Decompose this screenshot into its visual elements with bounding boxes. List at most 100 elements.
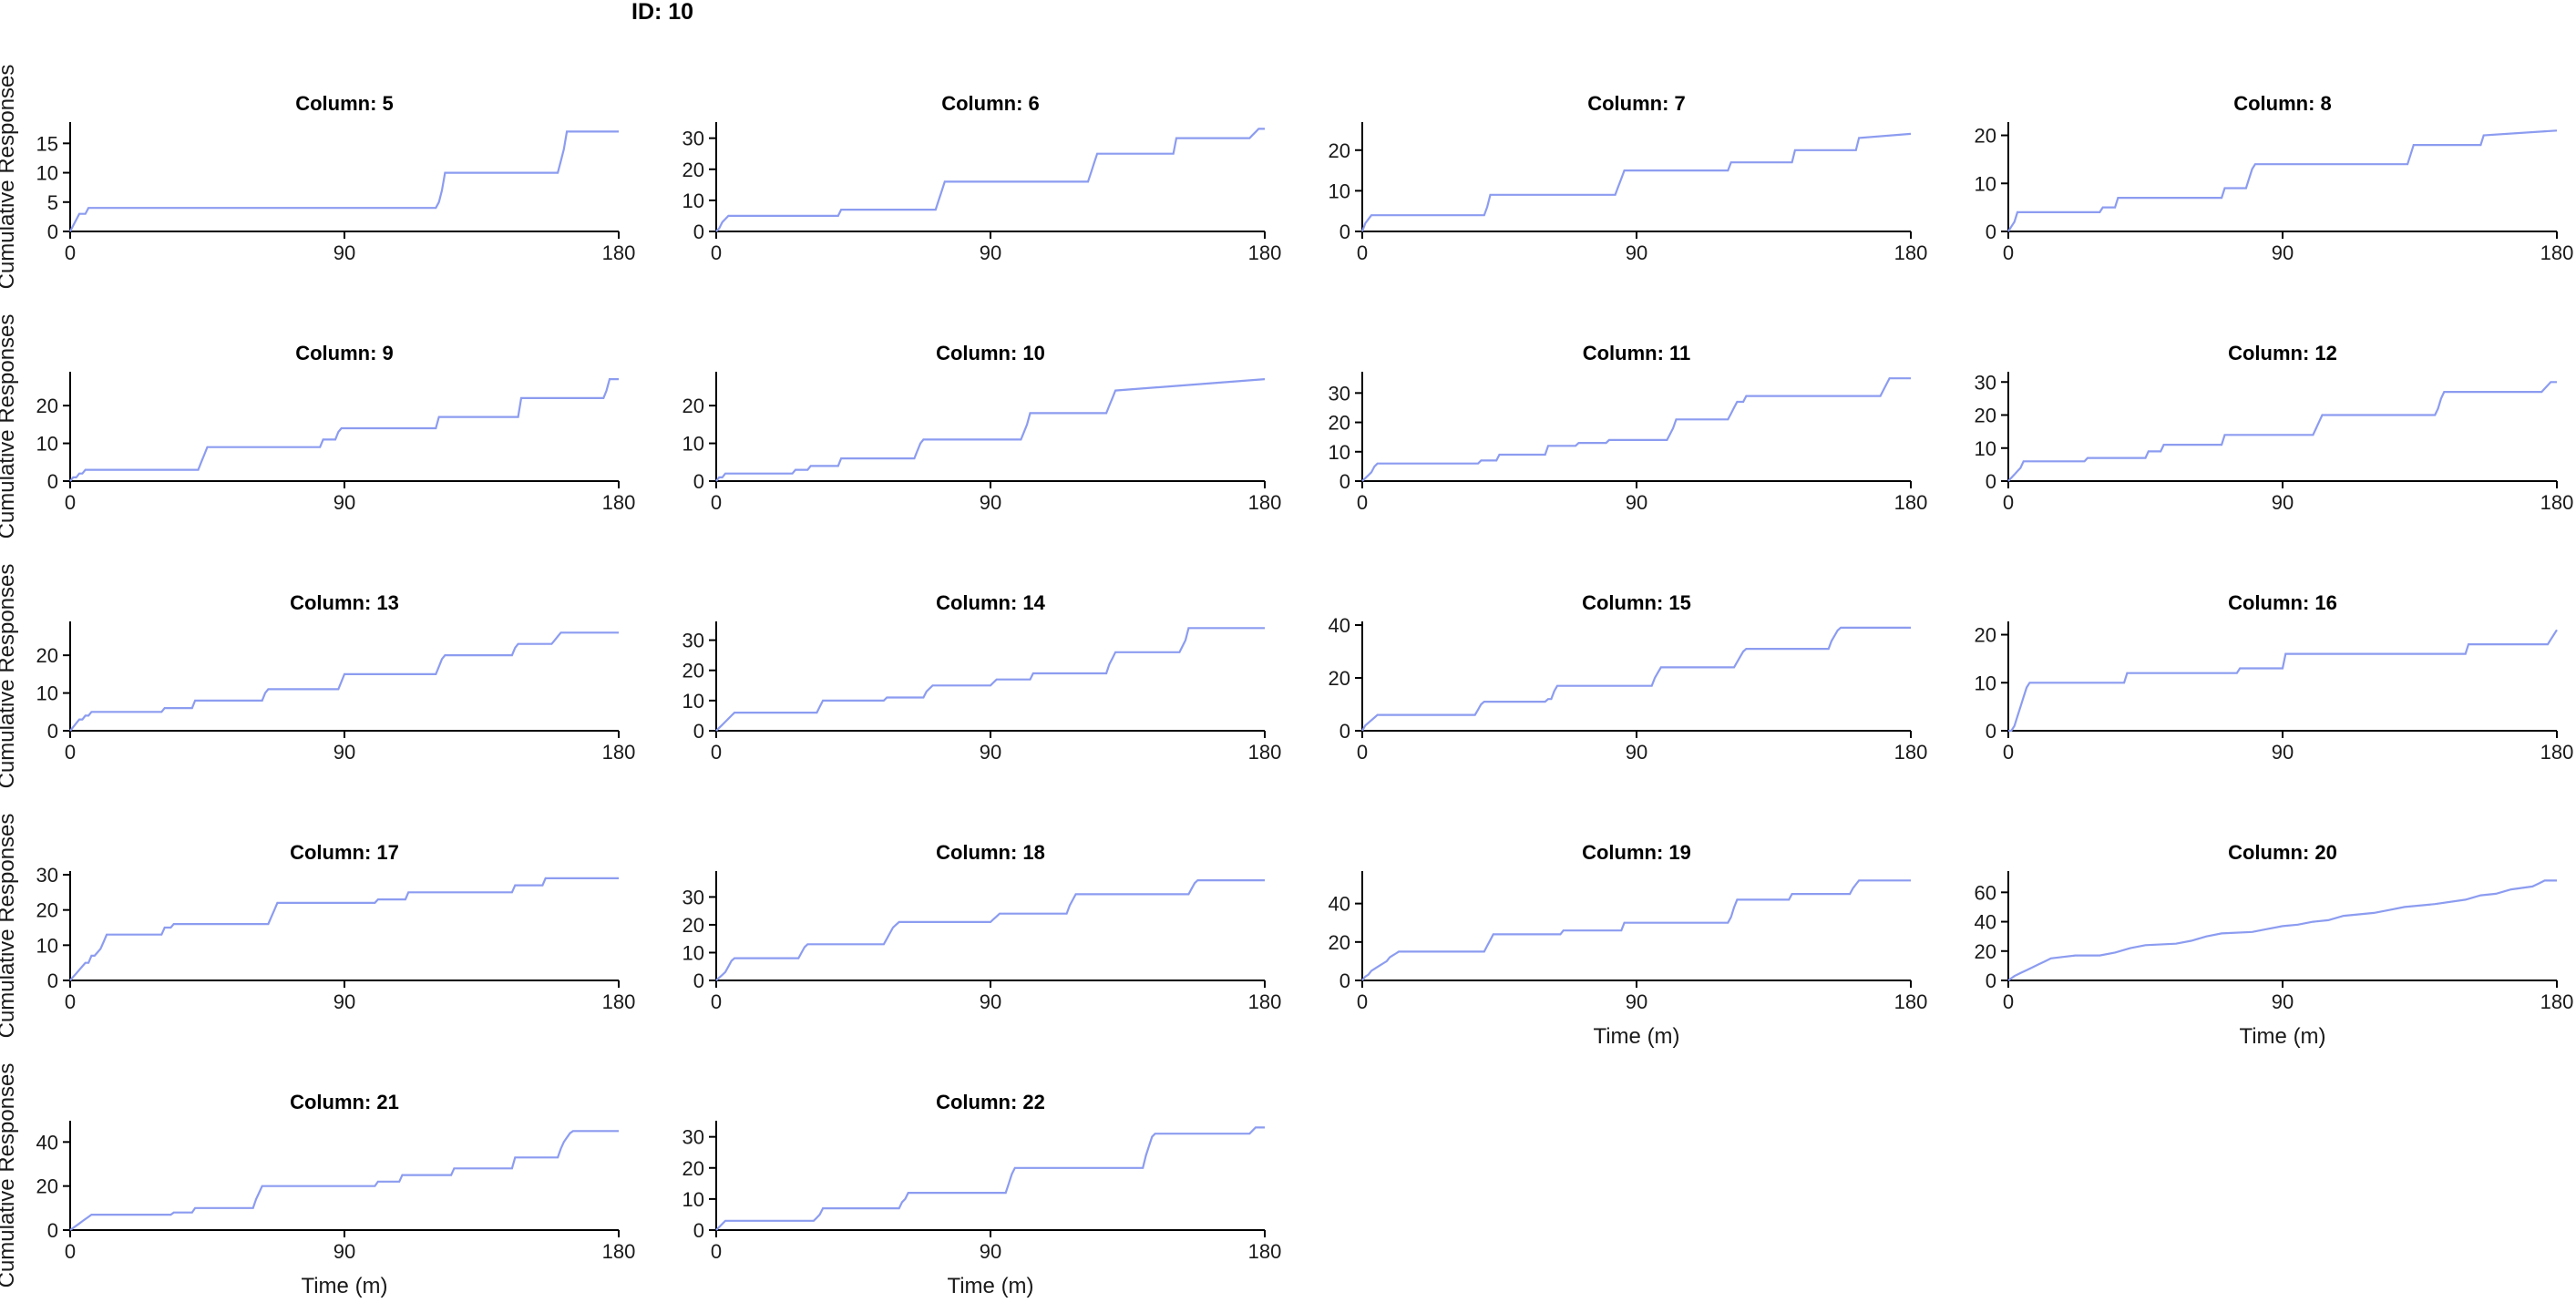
- x-axis-label: Time (m): [1593, 1024, 1679, 1049]
- x-tick-label: 180: [1248, 1240, 1282, 1263]
- x-tick-label: 90: [334, 741, 355, 764]
- x-tick-label: 180: [1894, 741, 1928, 764]
- x-tick-label: 90: [980, 241, 1001, 264]
- y-tick-label: 10: [682, 690, 704, 713]
- x-axis-label: Time (m): [947, 1274, 1033, 1298]
- chart-panel: Column: 9 0 90 180 0 10 20 Cumulative Responses: [0, 314, 635, 539]
- y-tick-label: 20: [682, 914, 704, 937]
- chart-panel: Column: 14 0 90 180 0 10 20 30: [682, 591, 1282, 764]
- y-tick-label: 10: [682, 1188, 704, 1211]
- panel-title: Column: 8: [2233, 92, 2332, 115]
- y-tick-label: 10: [36, 934, 58, 957]
- x-tick-label: 0: [1357, 990, 1368, 1013]
- panel-title: Column: 21: [290, 1091, 399, 1113]
- y-tick-label: 5: [47, 191, 58, 214]
- y-tick-label: 30: [1329, 382, 1350, 405]
- chart-panel: Column: 20 0 90 180 0 20 40 60 Time (m): [1975, 841, 2574, 1049]
- x-tick-label: 180: [602, 1240, 636, 1263]
- x-tick-label: 0: [711, 491, 722, 514]
- x-tick-label: 90: [334, 1240, 355, 1263]
- x-tick-label: 90: [2272, 241, 2294, 264]
- x-tick-label: 90: [334, 241, 355, 264]
- panel-title: Column: 15: [1582, 591, 1691, 614]
- x-tick-label: 0: [65, 1240, 76, 1263]
- x-tick-label: 90: [980, 491, 1001, 514]
- x-axis-label: Time (m): [301, 1274, 387, 1298]
- y-tick-label: 20: [36, 395, 58, 417]
- y-tick-label: 0: [47, 1219, 58, 1242]
- cumulative-response-line: [1361, 879, 1911, 981]
- x-tick-label: 180: [2540, 241, 2574, 264]
- y-tick-label: 0: [693, 969, 704, 992]
- x-tick-label: 180: [602, 491, 636, 514]
- y-tick-label: 0: [693, 1219, 704, 1242]
- panel-title: Column: 13: [290, 591, 399, 614]
- panel-title: Column: 17: [290, 841, 399, 864]
- cumulative-response-line: [715, 128, 1265, 232]
- y-tick-label: 10: [682, 433, 704, 456]
- x-tick-label: 0: [2003, 990, 2014, 1013]
- y-tick-label: 10: [682, 941, 704, 964]
- chart-panel: Column: 7 0 90 180 0 10 20: [1329, 92, 1928, 264]
- y-tick-label: 10: [1975, 437, 1996, 460]
- panel-title: Column: 9: [295, 342, 394, 364]
- y-tick-label: 10: [1975, 172, 1996, 195]
- x-tick-label: 180: [1894, 491, 1928, 514]
- cumulative-response-line: [715, 378, 1266, 482]
- x-tick-label: 180: [2540, 491, 2574, 514]
- cumulative-response-line: [715, 627, 1265, 732]
- y-tick-label: 20: [682, 395, 704, 417]
- x-tick-label: 0: [711, 1240, 722, 1263]
- x-tick-label: 180: [2540, 990, 2574, 1013]
- chart-panel: Column: 5 0 90 180 0 5 10 15 Cumulative Response…: [0, 65, 635, 290]
- x-tick-label: 0: [2003, 491, 2014, 514]
- panel-title: Column: 6: [941, 92, 1040, 115]
- chart-panel: Column: 10 0 90 180 0 10 20: [682, 342, 1282, 514]
- y-tick-label: 15: [36, 132, 58, 155]
- x-tick-label: 0: [1357, 241, 1368, 264]
- chart-panel: Column: 22 0 90 180 0 10 20 30 Time (m): [682, 1091, 1282, 1298]
- cumulative-response-line: [715, 1126, 1265, 1231]
- x-tick-label: 0: [1357, 741, 1368, 764]
- x-tick-label: 0: [2003, 241, 2014, 264]
- cumulative-response-line: [69, 130, 619, 232]
- y-tick-label: 0: [693, 470, 704, 493]
- panel-title: Column: 22: [936, 1091, 1045, 1113]
- y-tick-label: 30: [682, 1126, 704, 1149]
- y-tick-label: 60: [1975, 881, 1996, 904]
- x-tick-label: 180: [1248, 491, 1282, 514]
- y-tick-label: 20: [36, 899, 58, 922]
- panel-title: Column: 12: [2228, 342, 2337, 364]
- y-tick-label: 0: [1986, 969, 1996, 992]
- y-tick-label: 0: [47, 221, 58, 243]
- x-tick-label: 0: [65, 241, 76, 264]
- cumulative-response-line: [2007, 129, 2558, 232]
- y-tick-label: 20: [36, 1175, 58, 1198]
- x-tick-label: 90: [2272, 491, 2294, 514]
- chart-panel: Column: 21 0 90 180 0 20 40 Time (m) Cumulative …: [0, 1063, 635, 1298]
- x-tick-label: 0: [1357, 491, 1368, 514]
- chart-panel: Column: 11 0 90 180 0 10 20 30: [1329, 342, 1928, 514]
- panel-title: Column: 18: [936, 841, 1045, 864]
- y-tick-label: 20: [36, 644, 58, 667]
- cumulative-response-line: [1361, 377, 1911, 482]
- cumulative-response-line: [2008, 629, 2558, 733]
- x-tick-label: 180: [1248, 990, 1282, 1013]
- y-axis-label: Cumulative Responses: [0, 564, 19, 789]
- x-tick-label: 180: [1248, 741, 1282, 764]
- cumulative-response-line: [2007, 381, 2557, 482]
- y-tick-label: 0: [1339, 470, 1350, 493]
- y-tick-label: 0: [1339, 969, 1350, 992]
- y-tick-label: 20: [682, 1157, 704, 1180]
- chart-panel: Column: 16 0 90 180 0 10 20: [1975, 591, 2574, 764]
- x-tick-label: 90: [2272, 990, 2294, 1013]
- x-tick-label: 90: [1626, 741, 1647, 764]
- chart-panel: Column: 17 0 90 180 0 10 20 30 Cumulative Respon…: [0, 814, 635, 1039]
- y-tick-label: 10: [1329, 180, 1350, 202]
- x-tick-label: 90: [980, 990, 1001, 1013]
- y-tick-label: 40: [1975, 911, 1996, 934]
- y-tick-label: 30: [682, 886, 704, 908]
- y-tick-label: 20: [1329, 412, 1350, 435]
- x-tick-label: 0: [2003, 741, 2014, 764]
